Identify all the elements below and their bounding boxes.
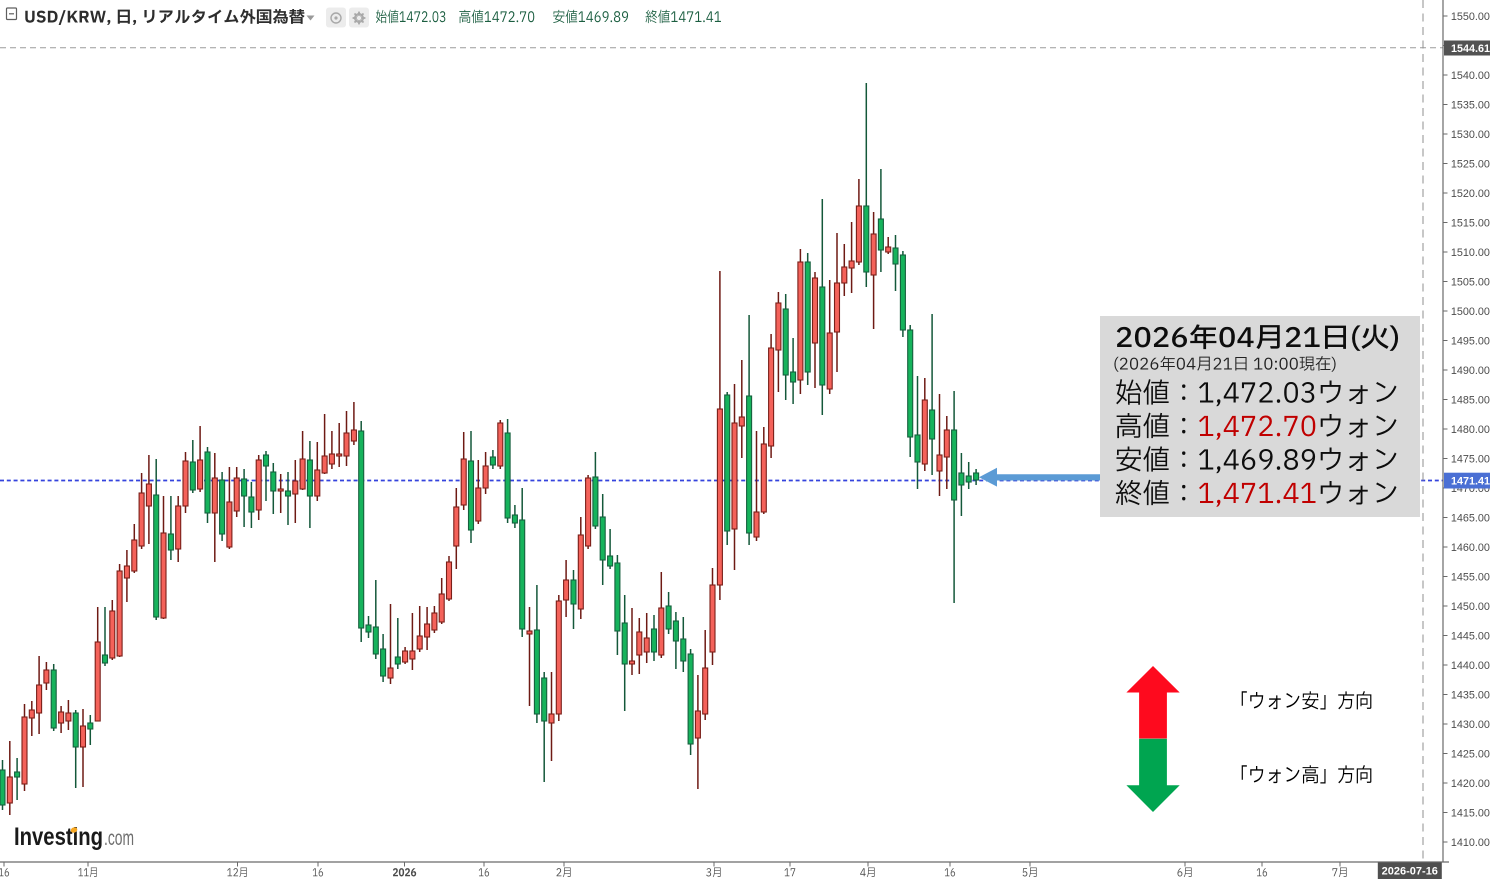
svg-text:1480.00: 1480.00 (1451, 424, 1490, 436)
svg-text:1540.00: 1540.00 (1451, 70, 1490, 82)
svg-text:1475.00: 1475.00 (1451, 453, 1490, 465)
svg-text:1465.00: 1465.00 (1451, 512, 1490, 524)
svg-text:1544.61: 1544.61 (1451, 43, 1490, 55)
svg-text:1460.00: 1460.00 (1451, 542, 1490, 554)
svg-text:1525.00: 1525.00 (1451, 158, 1490, 170)
svg-text:1455.00: 1455.00 (1451, 571, 1490, 583)
svg-text:2026-07-16: 2026-07-16 (1382, 866, 1438, 878)
svg-text:1430.00: 1430.00 (1451, 719, 1490, 731)
svg-text:1535.00: 1535.00 (1451, 99, 1490, 111)
svg-text:1410.00: 1410.00 (1451, 837, 1490, 849)
svg-text:1495.00: 1495.00 (1451, 335, 1490, 347)
svg-text:1445.00: 1445.00 (1451, 630, 1490, 642)
svg-text:1515.00: 1515.00 (1451, 217, 1490, 229)
svg-text:1500.00: 1500.00 (1451, 306, 1490, 318)
svg-text:.com: .com (104, 827, 134, 850)
svg-text:1450.00: 1450.00 (1451, 601, 1490, 613)
svg-text:1550.00: 1550.00 (1451, 11, 1490, 23)
svg-text:1485.00: 1485.00 (1451, 394, 1490, 406)
svg-text:Investing: Investing (14, 823, 103, 851)
svg-text:1440.00: 1440.00 (1451, 660, 1490, 672)
svg-text:1425.00: 1425.00 (1451, 748, 1490, 760)
svg-text:1520.00: 1520.00 (1451, 188, 1490, 200)
svg-text:1435.00: 1435.00 (1451, 689, 1490, 701)
svg-text:1415.00: 1415.00 (1451, 807, 1490, 819)
svg-text:1510.00: 1510.00 (1451, 247, 1490, 259)
svg-text:1530.00: 1530.00 (1451, 129, 1490, 141)
svg-text:1505.00: 1505.00 (1451, 276, 1490, 288)
svg-text:1490.00: 1490.00 (1451, 365, 1490, 377)
svg-text:1420.00: 1420.00 (1451, 778, 1490, 790)
svg-text:1471.41: 1471.41 (1451, 475, 1490, 487)
